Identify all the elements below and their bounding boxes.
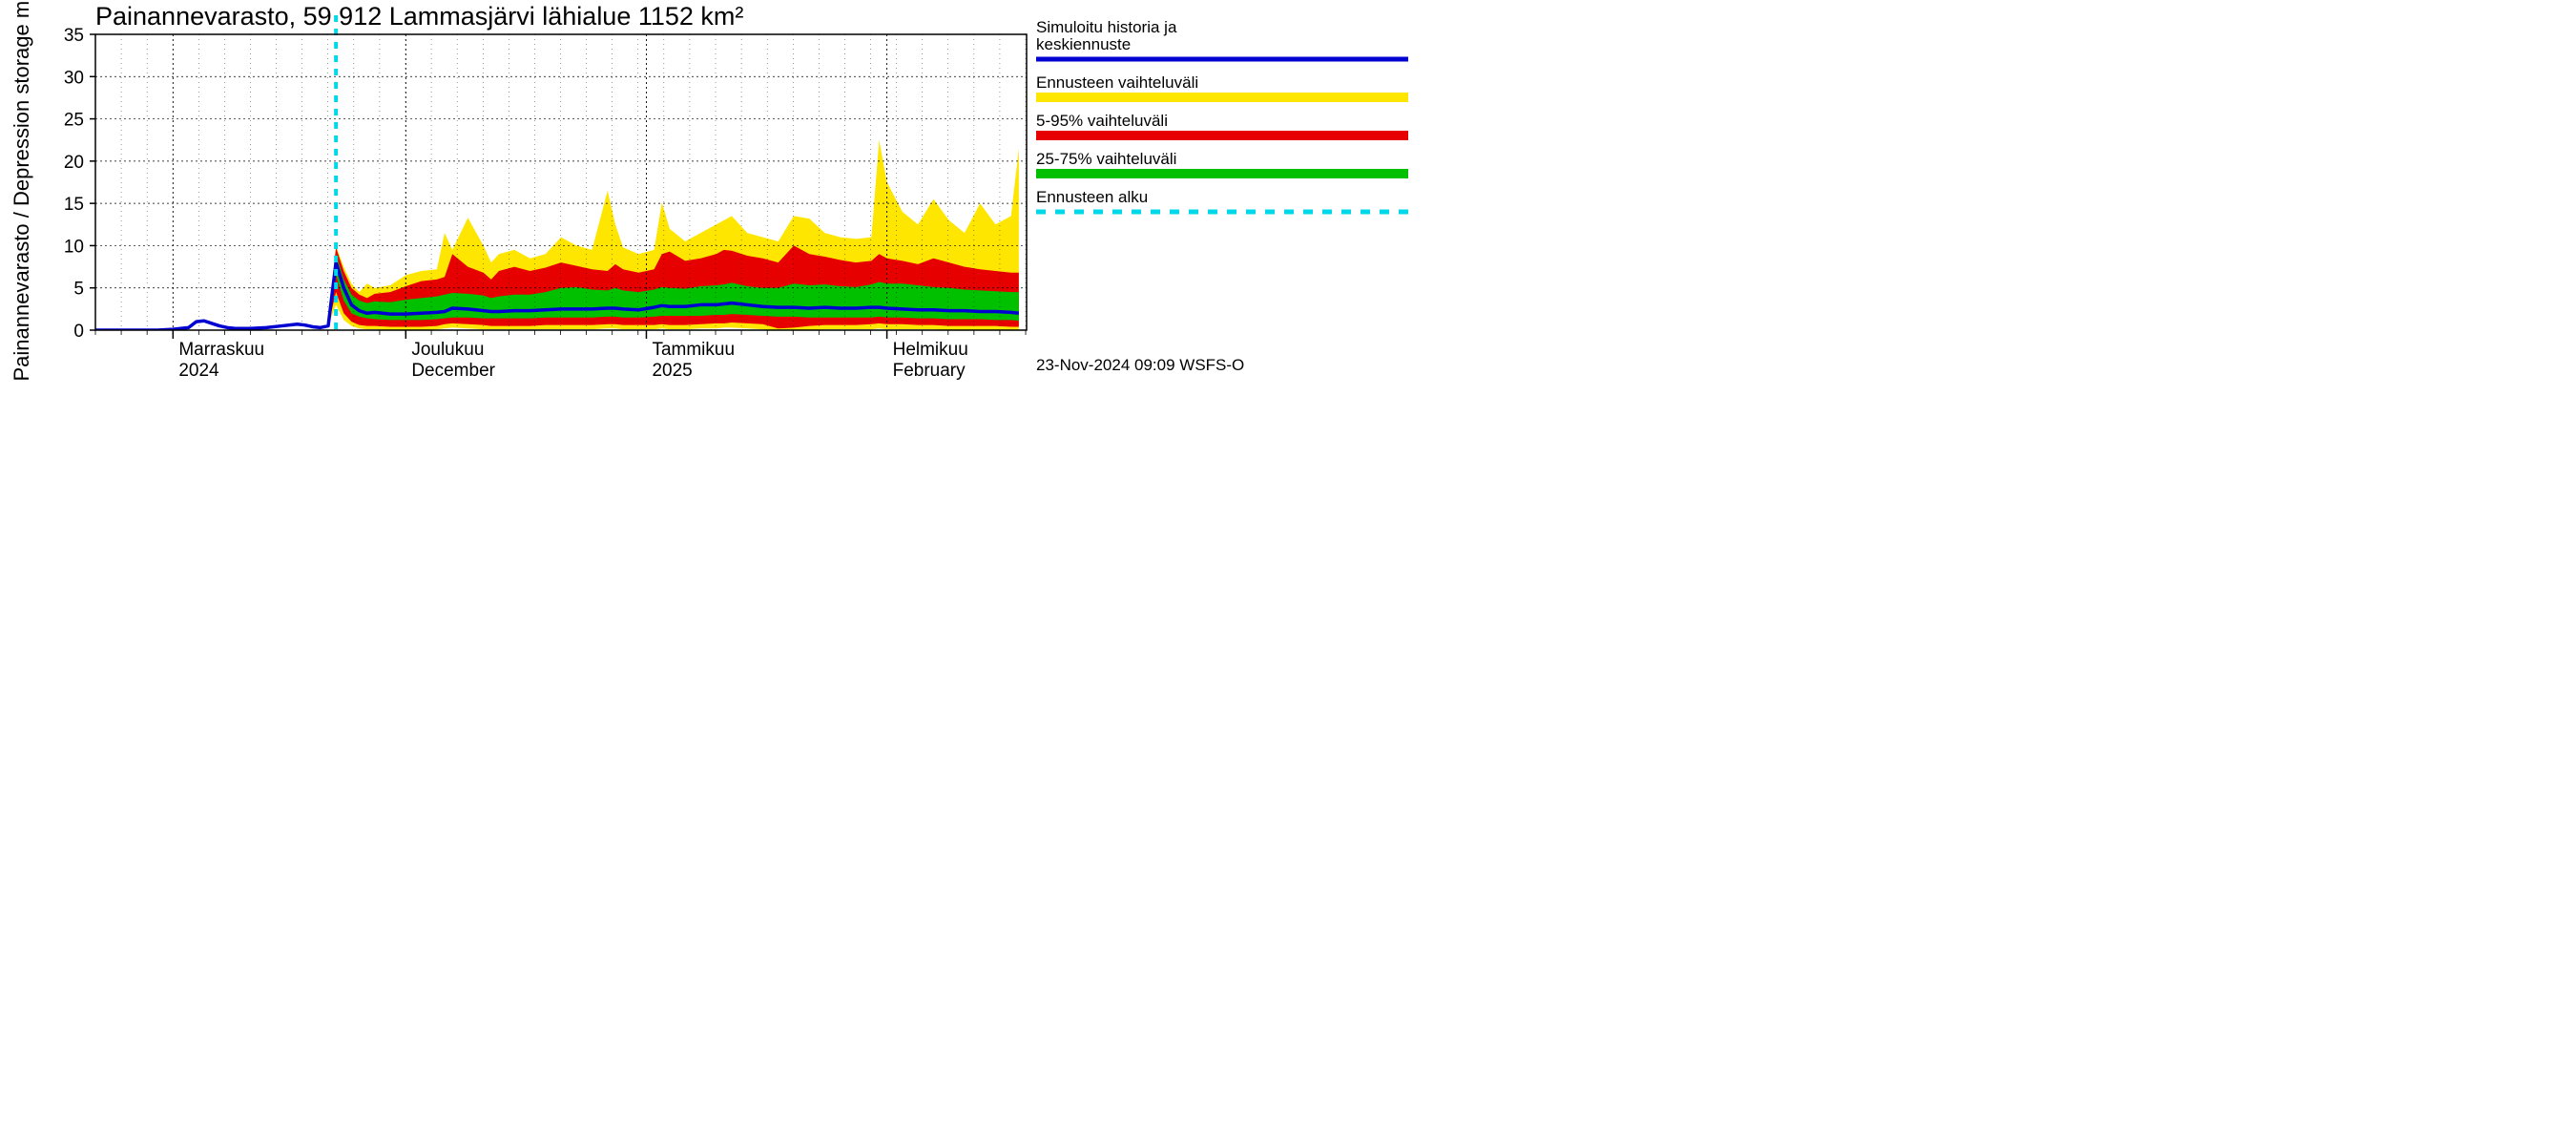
ytick-label: 25 bbox=[64, 111, 84, 131]
x-month-top: Marraskuu bbox=[178, 340, 264, 360]
ytick-label: 15 bbox=[64, 195, 84, 215]
x-month-bot: 2024 bbox=[178, 361, 219, 381]
legend-label: 25-75% vaihteluväli bbox=[1036, 150, 1176, 168]
x-month-top: Helmikuu bbox=[893, 340, 968, 360]
ytick-label: 10 bbox=[64, 237, 84, 257]
footer-timestamp: 23-Nov-2024 09:09 WSFS-O bbox=[1036, 356, 1244, 374]
y-axis-label: Painannevarasto / Depression storage mm bbox=[10, 0, 33, 382]
x-month-bot: December bbox=[411, 361, 495, 381]
ytick-label: 20 bbox=[64, 153, 84, 173]
legend-label: keskiennuste bbox=[1036, 35, 1131, 53]
x-month-bot: February bbox=[893, 361, 966, 381]
ytick-label: 0 bbox=[73, 322, 84, 342]
x-month-bot: 2025 bbox=[652, 361, 692, 381]
ytick-label: 30 bbox=[64, 68, 84, 88]
chart-container: 05101520253035Marraskuu2024JoulukuuDecem… bbox=[0, 0, 1431, 636]
legend-label: Ennusteen vaihteluväli bbox=[1036, 73, 1198, 92]
legend-label: Simuloitu historia ja bbox=[1036, 18, 1177, 36]
x-month-top: Tammikuu bbox=[652, 340, 735, 360]
legend-label: 5-95% vaihteluväli bbox=[1036, 112, 1168, 130]
x-month-top: Joulukuu bbox=[411, 340, 484, 360]
ytick-label: 35 bbox=[64, 26, 84, 46]
chart-title: Painannevarasto, 59 912 Lammasjärvi lähi… bbox=[95, 2, 743, 31]
ytick-label: 5 bbox=[73, 280, 84, 300]
chart-svg: 05101520253035Marraskuu2024JoulukuuDecem… bbox=[0, 0, 1431, 636]
legend-label: Ennusteen alku bbox=[1036, 188, 1148, 206]
